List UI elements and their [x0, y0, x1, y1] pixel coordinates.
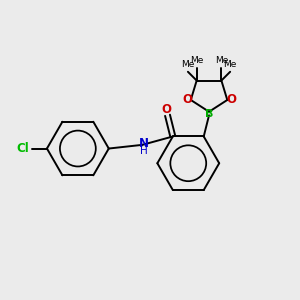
Text: O: O — [182, 93, 192, 106]
Text: O: O — [161, 103, 171, 116]
Text: N: N — [138, 136, 148, 150]
Text: H: H — [140, 146, 147, 156]
Text: Me: Me — [190, 56, 203, 65]
Text: Me: Me — [181, 60, 195, 69]
Text: Me: Me — [215, 56, 228, 65]
Text: Cl: Cl — [16, 142, 29, 155]
Text: Me: Me — [224, 60, 237, 69]
Text: B: B — [206, 109, 214, 119]
Text: O: O — [226, 93, 236, 106]
